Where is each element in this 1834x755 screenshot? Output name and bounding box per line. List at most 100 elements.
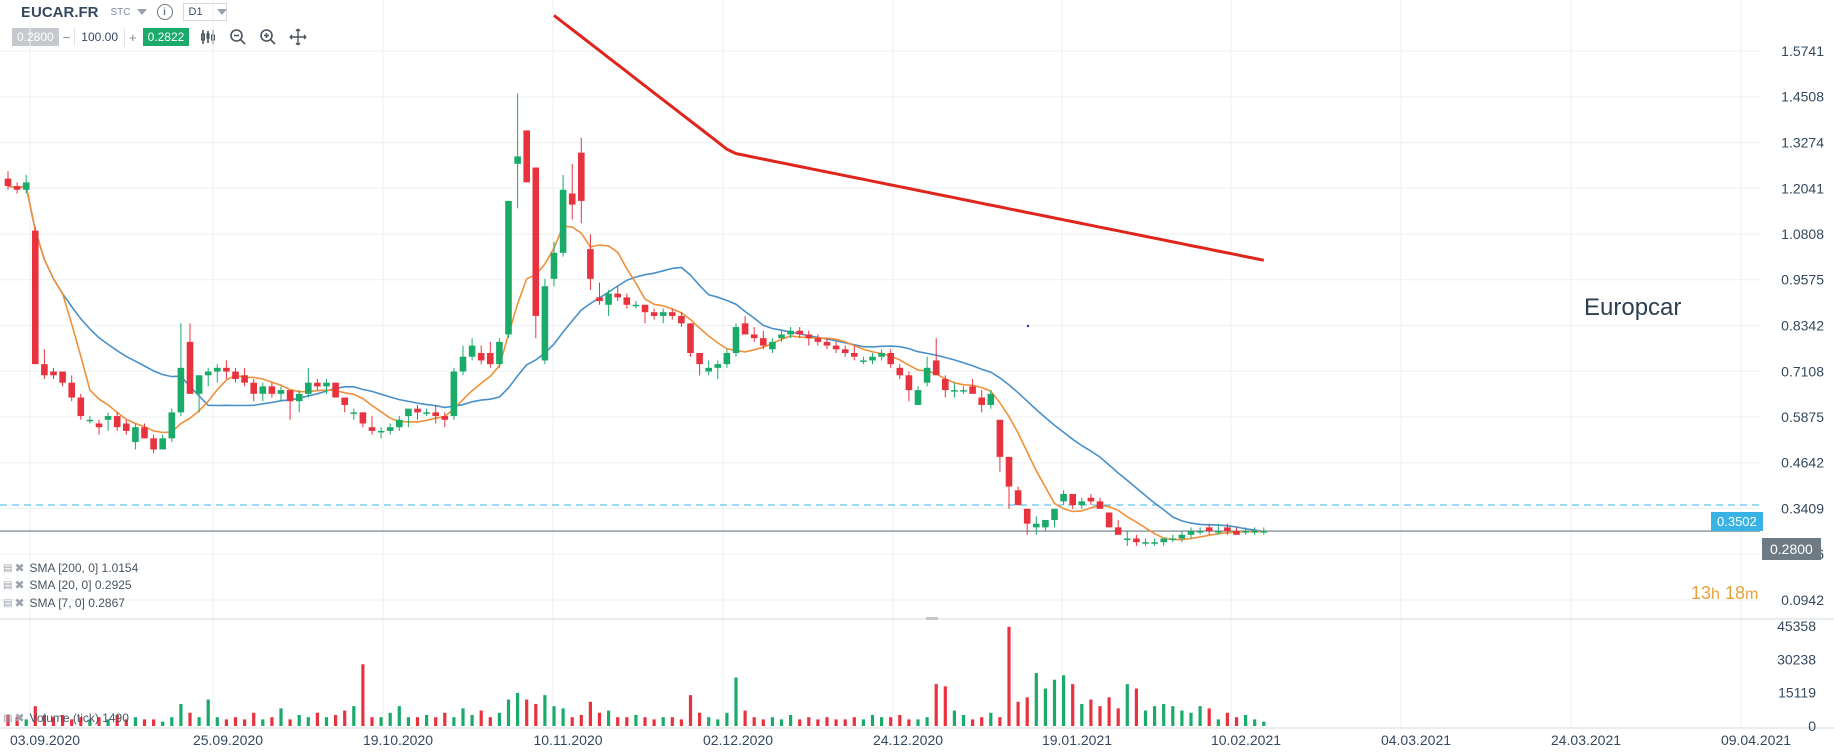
volume-bar	[1198, 706, 1202, 726]
symbol-label[interactable]: EUCAR.FR	[21, 3, 99, 21]
volume-bar	[825, 717, 829, 726]
legend-sma7[interactable]: ▤ ✖ SMA [7, 0] 0.2867	[3, 596, 125, 610]
candle-body	[523, 130, 530, 183]
close-icon[interactable]: ✖	[14, 596, 25, 610]
price-tick-label: 0.5875	[1781, 409, 1824, 425]
candle-body	[332, 382, 339, 398]
volume-bar	[1089, 699, 1093, 726]
price-tick-label: 1.3274	[1781, 135, 1824, 151]
volume-bar	[971, 719, 975, 726]
candle-body	[204, 371, 212, 376]
volume-bar	[607, 710, 611, 726]
info-icon[interactable]: i	[156, 4, 173, 20]
volume-bar	[379, 717, 383, 726]
volume-bar	[470, 714, 474, 726]
price-tick-label: 0.9575	[1781, 272, 1824, 288]
legend-volume-label: Volume (tick) 1490	[29, 711, 129, 725]
candle-body	[714, 364, 722, 368]
level-price-badge: 0.3502	[1711, 512, 1763, 531]
candle-body	[505, 200, 512, 335]
volume-bar	[916, 719, 920, 726]
countdown-hours-unit: h	[1711, 586, 1720, 603]
legend-sma200[interactable]: ▤ ✖ SMA [200, 0] 1.0154	[3, 561, 138, 575]
volume-bar	[688, 695, 693, 726]
price-tick-label: 1.4508	[1781, 89, 1824, 105]
zoom-out-icon[interactable]	[227, 26, 249, 48]
candle-body	[559, 189, 567, 253]
ask-price[interactable]: 0.2822	[142, 28, 190, 46]
candle-body	[132, 427, 139, 443]
candle-body	[1251, 531, 1258, 533]
settings-icon[interactable]: ▤	[3, 597, 13, 609]
candle-body	[241, 375, 248, 383]
volume-bar	[843, 719, 847, 726]
volume-bar	[1189, 712, 1193, 726]
candle-body	[996, 419, 1004, 457]
candle-countdown: 13h 18m	[1691, 583, 1758, 604]
candle-body	[423, 412, 430, 414]
volume-bar	[261, 719, 265, 726]
volume-bar	[352, 706, 356, 726]
settings-icon[interactable]: ▤	[3, 562, 13, 574]
candle-body	[41, 364, 48, 376]
timeframe-select[interactable]: D1	[182, 3, 227, 21]
pane-resize-handle	[926, 617, 938, 620]
plus-icon[interactable]: +	[129, 29, 137, 45]
volume-bar	[106, 719, 110, 726]
close-icon[interactable]: ✖	[14, 578, 25, 592]
volume-bar	[88, 719, 92, 726]
candle-body	[468, 345, 476, 357]
volume-bar	[597, 712, 602, 726]
volume-bar	[1262, 721, 1266, 726]
candle-body	[905, 375, 913, 391]
candle-body	[459, 356, 467, 372]
volume-bar	[989, 712, 993, 726]
candle-body	[68, 382, 75, 398]
close-icon[interactable]: ✖	[14, 561, 25, 575]
crosshair-icon[interactable]	[287, 26, 309, 48]
date-tick-label: 04.03.2021	[1381, 732, 1451, 748]
volume-bar	[807, 717, 811, 726]
candle-body	[323, 382, 330, 387]
price-tick-label: 1.2041	[1781, 180, 1824, 196]
legend-sma20[interactable]: ▤ ✖ SMA [20, 0] 0.2925	[3, 578, 132, 592]
volume-bar	[770, 717, 774, 726]
candle-body	[987, 393, 995, 405]
legend-volume[interactable]: ▤ ✖ Volume (tick) 1490	[3, 711, 129, 725]
candle-body	[1096, 501, 1104, 509]
current-price-badge: 0.2800	[1762, 538, 1821, 560]
candle-body	[960, 390, 967, 392]
volume-bar	[816, 719, 820, 726]
candle-body	[750, 334, 758, 339]
candle-body	[669, 312, 676, 316]
candle-body	[769, 341, 776, 350]
volume-bar	[1134, 688, 1138, 726]
minus-icon[interactable]: −	[62, 29, 71, 45]
quantity-input[interactable]: 100.00	[74, 28, 125, 46]
volume-bar	[561, 708, 565, 726]
volume-bar	[880, 717, 884, 726]
volume-bar	[743, 710, 747, 726]
candle-body	[432, 412, 439, 417]
settings-icon[interactable]: ▤	[3, 712, 13, 724]
candle-body	[578, 152, 585, 201]
bid-price[interactable]: 0.2800	[12, 28, 59, 46]
marker-dot	[1026, 324, 1030, 328]
price-tick-label: 1.0808	[1781, 226, 1824, 242]
volume-bar	[97, 717, 101, 726]
volume-bar	[961, 714, 966, 726]
symbol-dropdown-icon[interactable]	[136, 9, 147, 15]
candle-body	[113, 416, 121, 428]
date-tick-label: 24.12.2020	[873, 732, 943, 748]
volume-bar	[70, 719, 74, 726]
volume-bar	[1216, 719, 1220, 726]
candle-body	[1178, 534, 1186, 539]
close-icon[interactable]: ✖	[14, 711, 25, 725]
settings-icon[interactable]: ▤	[3, 579, 13, 591]
candle-body	[942, 378, 949, 391]
candle-body	[514, 156, 521, 164]
candle-body	[295, 393, 303, 402]
zoom-in-icon[interactable]	[257, 26, 279, 48]
candle-body	[277, 390, 285, 394]
